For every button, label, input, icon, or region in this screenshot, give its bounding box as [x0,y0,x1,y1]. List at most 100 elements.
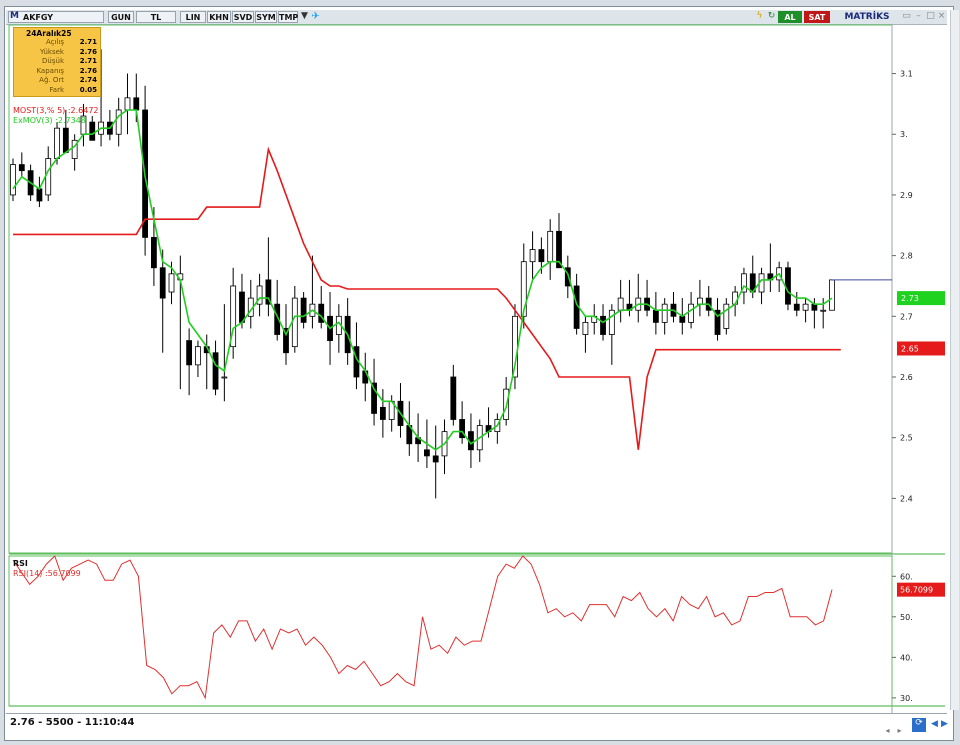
price-tick-label: 2.5 [900,434,913,443]
info-date: 24Aralık25 [26,29,72,38]
symbol-field[interactable]: AKFGY [8,11,104,23]
last-price-tag [897,291,945,306]
candle-body [432,455,439,463]
vertical-scrollbar[interactable] [950,10,959,710]
candle-body [785,267,791,305]
info-value: 2.74 [79,76,97,84]
candle-body [829,279,835,311]
buy-button[interactable]: AL [778,11,802,23]
candle-body [529,249,536,263]
svd-button[interactable]: SVD [232,11,254,23]
buy-label: AL [784,13,796,22]
info-key: Ağ. Ort [39,76,64,84]
candle-body [71,139,78,159]
nav-right-icon[interactable]: ▶ [941,719,948,729]
candle-body [714,309,721,335]
status-text: 2.76 - 5500 - 11:10:44 [10,717,135,728]
most-legend: MOST(3,% 5) :2.6472 [13,106,99,115]
candle-body [239,291,245,323]
candle-body [168,273,175,293]
candle-body [424,449,430,457]
candle-body [608,309,615,335]
candle-body [600,315,606,335]
info-key: Yüksek [40,47,64,56]
candle-body [379,406,386,420]
rsi-tick-label: 50. [900,613,913,622]
info-row-high: Yüksek 2.76 [14,48,100,58]
chart-window [4,6,954,741]
tmp-label: TMP [279,13,299,22]
info-value: 2.76 [79,66,97,75]
info-key: Açılış [46,38,64,46]
scroll-left-icon[interactable]: ◂ [885,726,890,735]
sell-label: SAT [808,13,826,22]
info-row-vwap: Ağ. Ort 2.74 [14,76,100,86]
candle-body [124,97,131,111]
period-button[interactable]: GUN [108,11,134,23]
candle-body [652,309,659,323]
candle-body [212,352,219,390]
price-tick-label: 2.6 [900,373,913,382]
candle-body [661,303,668,323]
maximize-icon[interactable]: □ [926,11,935,21]
ohlc-info-box: 24Aralık25 Açılış 2.71 Yüksek 2.76 Düşük 2.… [13,27,101,97]
refresh-icon[interactable]: ↻ [767,11,776,21]
minimize-icon[interactable]: – [916,11,921,21]
candle-body [793,303,800,311]
svd-label: SVD [233,13,253,22]
candle-body [547,230,554,263]
rsi-tick-label: 60. [900,572,913,581]
candle-body [688,303,694,323]
candle-body [723,303,730,329]
sync-icon[interactable]: ⟳ [912,718,926,732]
last-price-tag-text: 2.73 [901,294,919,303]
candle-body [283,328,289,354]
twitter-icon[interactable]: ✈ [311,11,320,22]
window-restore-icon[interactable]: ▭ [902,11,911,21]
lightning-icon[interactable]: ϟ [756,11,763,21]
brand-label: MATRİKS [844,12,890,22]
khn-button[interactable]: KHN [207,11,231,23]
lin-button[interactable]: LIN [180,11,206,23]
candle-body [62,127,69,153]
lin-label: LIN [185,13,201,22]
info-key: Fark [49,85,64,94]
most-price-tag-text: 2.65 [901,344,919,353]
candle-body [151,237,157,269]
candle-body [221,376,228,379]
candle-body [291,297,298,348]
axis-labels: 3.1 3. 2.9 2.8 2.7 2.6 2.5 2.4 2.73 2.65 60. 50. 40.… [129,70,945,728]
candle-body [89,121,96,141]
price-panel [8,24,945,713]
nav-left-icon[interactable]: ◀ [931,719,938,729]
tmp-button[interactable]: TMP [278,11,298,23]
sell-button[interactable]: SAT [804,11,830,23]
scroll-right-icon[interactable]: ▸ [897,726,902,735]
price-tick-label: 2.4 [900,494,913,503]
most-price-tag [897,341,945,356]
dropdown-icon[interactable]: ▼ [301,11,308,21]
candlestick-series [10,49,835,499]
price-tick-label: 3. [900,130,908,139]
candle-body [564,267,571,287]
status-bar: 2.76 - 5500 - 11:10:44 ◂ ▸ ⟳ ◀ ▶ [6,713,948,736]
sym-button[interactable]: SYM [255,11,277,23]
currency-button[interactable]: TL [136,11,176,23]
info-key: Kapanış [36,66,64,75]
candle-body [371,382,377,414]
price-tick-label: 3.1 [900,70,913,79]
currency-label: TL [150,13,162,22]
candle-body [538,249,545,263]
candle-body [256,285,263,305]
candle-body [265,279,272,305]
candle-body [811,303,818,311]
rsi-legend: RSI(14) :56.7099 [13,569,81,578]
sym-label: SYM [256,13,276,22]
rsi-line [12,555,833,700]
most-line [13,146,841,450]
symbol-label: AKFGY [23,13,54,22]
candle-body [741,273,747,293]
close-icon[interactable]: × [937,11,946,21]
